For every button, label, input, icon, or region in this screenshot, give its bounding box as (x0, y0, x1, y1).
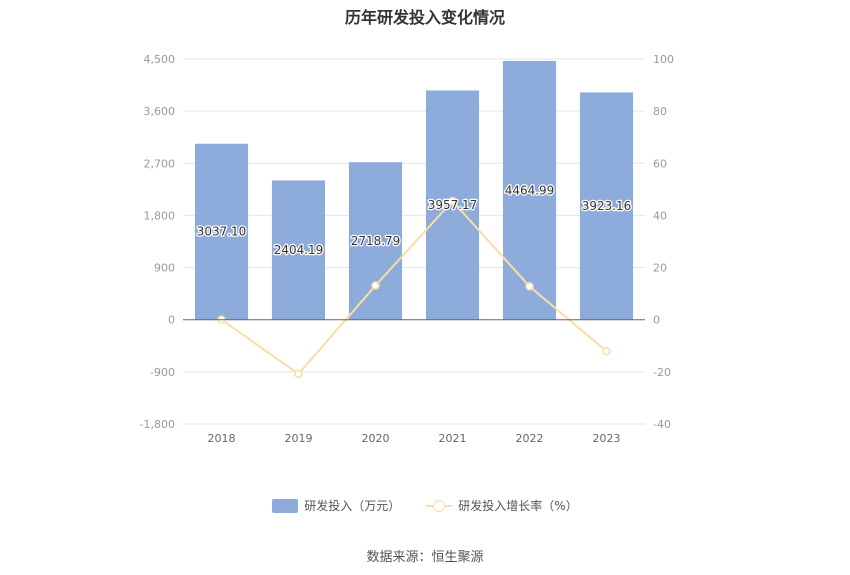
legend-line-swatch (426, 499, 453, 513)
y-right-tick-label: 80 (653, 105, 667, 118)
y-left-tick-label: 1,800 (144, 209, 176, 222)
y-left-tick-label: 3,600 (144, 105, 176, 118)
x-tick-label: 2019 (285, 432, 313, 445)
y-right-tick-label: 100 (653, 53, 674, 66)
x-axis: 2018 2019 2020 2021 2022 2023 (183, 319, 645, 445)
bar-series (194, 61, 634, 320)
data-labels: 3037.10 2404.19 2718.79 3957.17 4464.99 3923.… (195, 182, 632, 258)
y-left-tick-label: -1,800 (140, 418, 175, 431)
y-right-tick-label: 40 (653, 209, 667, 222)
y-left-tick-label: 4,500 (144, 53, 176, 66)
x-tick-label: 2020 (362, 432, 390, 445)
bar-data-label: 4464.99 (505, 183, 555, 197)
growth-line (220, 199, 608, 376)
y-right-axis: -40 -20 0 20 40 60 80 100 (653, 53, 674, 431)
x-tick-label: 2018 (208, 432, 236, 445)
y-right-tick-label: 20 (653, 262, 667, 275)
y-right-tick-label: -40 (653, 418, 671, 431)
legend-bar-swatch (272, 498, 299, 513)
bar (194, 143, 249, 320)
grid-lines (183, 58, 645, 425)
growth-point (525, 282, 534, 291)
growth-point (602, 347, 611, 356)
legend-bar-label: 研发投入（万元） (304, 499, 401, 513)
bar-data-label: 2404.19 (274, 243, 324, 257)
legend-item-bar[interactable]: 研发投入（万元） (272, 497, 400, 514)
y-right-tick-label: 0 (653, 314, 660, 327)
line-series (217, 196, 611, 379)
y-left-axis: -1,800 -900 0 900 1,800 2,700 3,600 4,500 (140, 53, 175, 431)
bar-data-label: 3957.17 (428, 198, 478, 212)
growth-point (294, 369, 303, 379)
legend-line-label: 研发投入增长率（%） (458, 499, 578, 513)
bar-data-label: 3037.10 (197, 225, 247, 239)
growth-point (448, 196, 457, 206)
bar-data-label: 2718.79 (351, 234, 401, 248)
bar (348, 162, 403, 320)
y-left-tick-label: 900 (154, 262, 175, 275)
y-right-tick-label: 60 (653, 157, 667, 170)
data-source: 数据来源：恒生聚源 (366, 550, 484, 565)
x-tick-label: 2022 (516, 432, 544, 445)
bar (579, 92, 634, 320)
bar (502, 61, 557, 320)
bar-data-label: 3923.16 (582, 199, 632, 213)
bar (271, 180, 326, 320)
growth-point (371, 281, 380, 290)
x-tick-label: 2021 (439, 432, 467, 445)
x-tick-label: 2023 (593, 432, 621, 445)
chart-svg: -1,800 -900 0 900 1,800 2,700 3,600 4,500 -40 -2… (140, 53, 674, 445)
legend-item-line[interactable]: 研发投入增长率（%） (426, 497, 578, 514)
chart-title: 历年研发投入变化情况 (344, 8, 505, 27)
y-right-tick-label: -20 (653, 366, 671, 379)
y-left-tick-label: -900 (150, 366, 175, 379)
y-left-tick-label: 2,700 (144, 157, 176, 170)
y-left-tick-label: 0 (168, 314, 175, 327)
legend: 研发投入（万元） 研发投入增长率（%） (0, 497, 850, 514)
